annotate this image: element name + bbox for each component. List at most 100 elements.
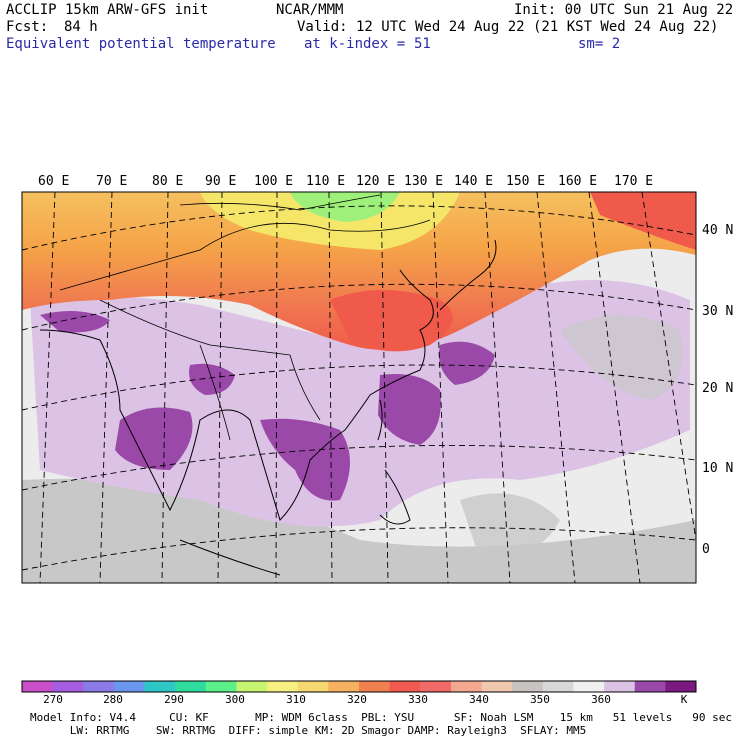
meridian-70e (99, 192, 113, 583)
model-title: ACCLIP 15km ARW-GFS init (6, 2, 209, 18)
meridian-160e (588, 192, 641, 583)
latitude-labels: 40 N 30 N 20 N 10 N 0 (702, 223, 733, 557)
colorbar-swatch (328, 681, 360, 692)
colorbar-tick-label: 360 (591, 693, 611, 706)
init-time: Init: 00 UTC Sun 21 Aug 22 (514, 2, 734, 18)
warm-northern-band (22, 192, 696, 350)
colorbar-swatch (359, 681, 391, 692)
green-region (290, 192, 400, 222)
parallel-equator (22, 527, 696, 571)
hot-region-northeast (590, 192, 696, 250)
colorbar-unit: K (680, 693, 688, 706)
lat-label: 30 N (702, 304, 733, 319)
center-name: NCAR/MMM (276, 2, 344, 18)
lat-label: 0 (702, 542, 710, 557)
colorbar-swatch (604, 681, 636, 692)
colorbar (21, 680, 697, 693)
meridian-140e (484, 192, 511, 583)
colorbar-swatch (573, 681, 605, 692)
colorbar-swatch (144, 681, 176, 692)
colorbar-swatch (512, 681, 544, 692)
colorbar-swatch (205, 681, 237, 692)
meridian-60e (39, 192, 56, 583)
coastlines (39, 239, 497, 576)
southern-gray-band (22, 478, 696, 583)
meridian-80e (161, 192, 169, 583)
colorbar-swatch (450, 681, 483, 692)
colorbar-swatch (236, 681, 268, 692)
colorbar-swatch (542, 681, 574, 692)
purple-core-indochina (260, 418, 350, 501)
lon-label: 90 E (205, 174, 236, 189)
purple-core-india (115, 407, 193, 470)
model-info-line2: LW: RRTMG SW: RRTMG DIFF: simple KM: 2D … (30, 724, 587, 737)
purple-core-west (40, 311, 110, 333)
colorbar-swatch (665, 681, 697, 692)
forecast-hours: 84 h (64, 19, 98, 35)
graticule (22, 192, 696, 583)
colorbar-swatch (481, 681, 513, 692)
gray-patch-south (460, 493, 560, 560)
forecast-label: Fcst: (6, 19, 49, 35)
purple-core-scs (378, 374, 441, 445)
colorbar-tick-label: 330 (408, 693, 428, 706)
colorbar-tick-label: 340 (469, 693, 489, 706)
lon-label: 70 E (96, 174, 127, 189)
meridian-90e (217, 192, 223, 583)
lon-label: 100 E (254, 174, 293, 189)
colorbar-tick-label: 300 (225, 693, 245, 706)
parallel-30n (22, 283, 696, 331)
lon-label: 130 E (404, 174, 443, 189)
colorbar-swatch (267, 681, 299, 692)
colorbar-swatch (420, 681, 452, 692)
colorbar-swatch (52, 681, 84, 692)
lon-label: 170 E (614, 174, 653, 189)
colorbar-swatch (297, 681, 329, 692)
lat-label: 20 N (702, 381, 733, 396)
parallel-40n (22, 205, 696, 251)
meridian-170e (641, 192, 696, 541)
smoothing-value: sm= 2 (578, 36, 621, 52)
lat-label: 10 N (702, 461, 733, 476)
parallel-10n (22, 445, 696, 491)
colorbar-tick-label: 290 (164, 693, 184, 706)
parallel-20n (22, 364, 696, 411)
moist-air-region (30, 280, 690, 527)
colorbar-swatch (83, 681, 115, 692)
country-borders (59, 194, 431, 441)
colorbar-swatch (175, 681, 207, 692)
meridian-100e (275, 192, 278, 583)
valid-time: Valid: 12 UTC Wed 24 Aug 22 (21 KST Wed … (297, 19, 719, 35)
level-label: at k-index = (304, 36, 406, 52)
colorbar-tick-label: 280 (103, 693, 123, 706)
colorbar-tick-label: 310 (286, 693, 306, 706)
meridian-110e (328, 192, 333, 583)
map-field (22, 192, 696, 583)
colorbar-tick-label: 350 (530, 693, 550, 706)
lon-label: 80 E (152, 174, 183, 189)
lon-label: 150 E (506, 174, 545, 189)
map-frame (21, 191, 697, 584)
colorbar-tick-label: 270 (43, 693, 63, 706)
meridian-130e (432, 192, 449, 583)
purple-core-philippine-sea (439, 341, 495, 385)
field-name: Equivalent potential temperature (6, 36, 276, 52)
colorbar-swatch (389, 681, 421, 692)
lon-label: 140 E (454, 174, 493, 189)
meridian-120e (380, 192, 389, 583)
lon-label: 160 E (558, 174, 597, 189)
colorbar-frame (21, 680, 697, 693)
colorbar-swatch (113, 681, 146, 692)
colorbar-tick-label: 320 (347, 693, 367, 706)
lat-label: 40 N (702, 223, 733, 238)
model-info-line1: Model Info: V4.4 CU: KF MP: WDM 6class P… (30, 711, 732, 724)
level-value: 51 (414, 36, 431, 52)
yellow-region (200, 192, 460, 250)
colorbar-swatch (634, 681, 666, 692)
longitude-labels: 60 E 70 E 80 E 90 E 100 E 110 E 120 E 13… (38, 174, 653, 189)
colorbar-swatch (22, 681, 54, 692)
lon-label: 60 E (38, 174, 69, 189)
lon-label: 120 E (356, 174, 395, 189)
lon-label: 110 E (306, 174, 345, 189)
